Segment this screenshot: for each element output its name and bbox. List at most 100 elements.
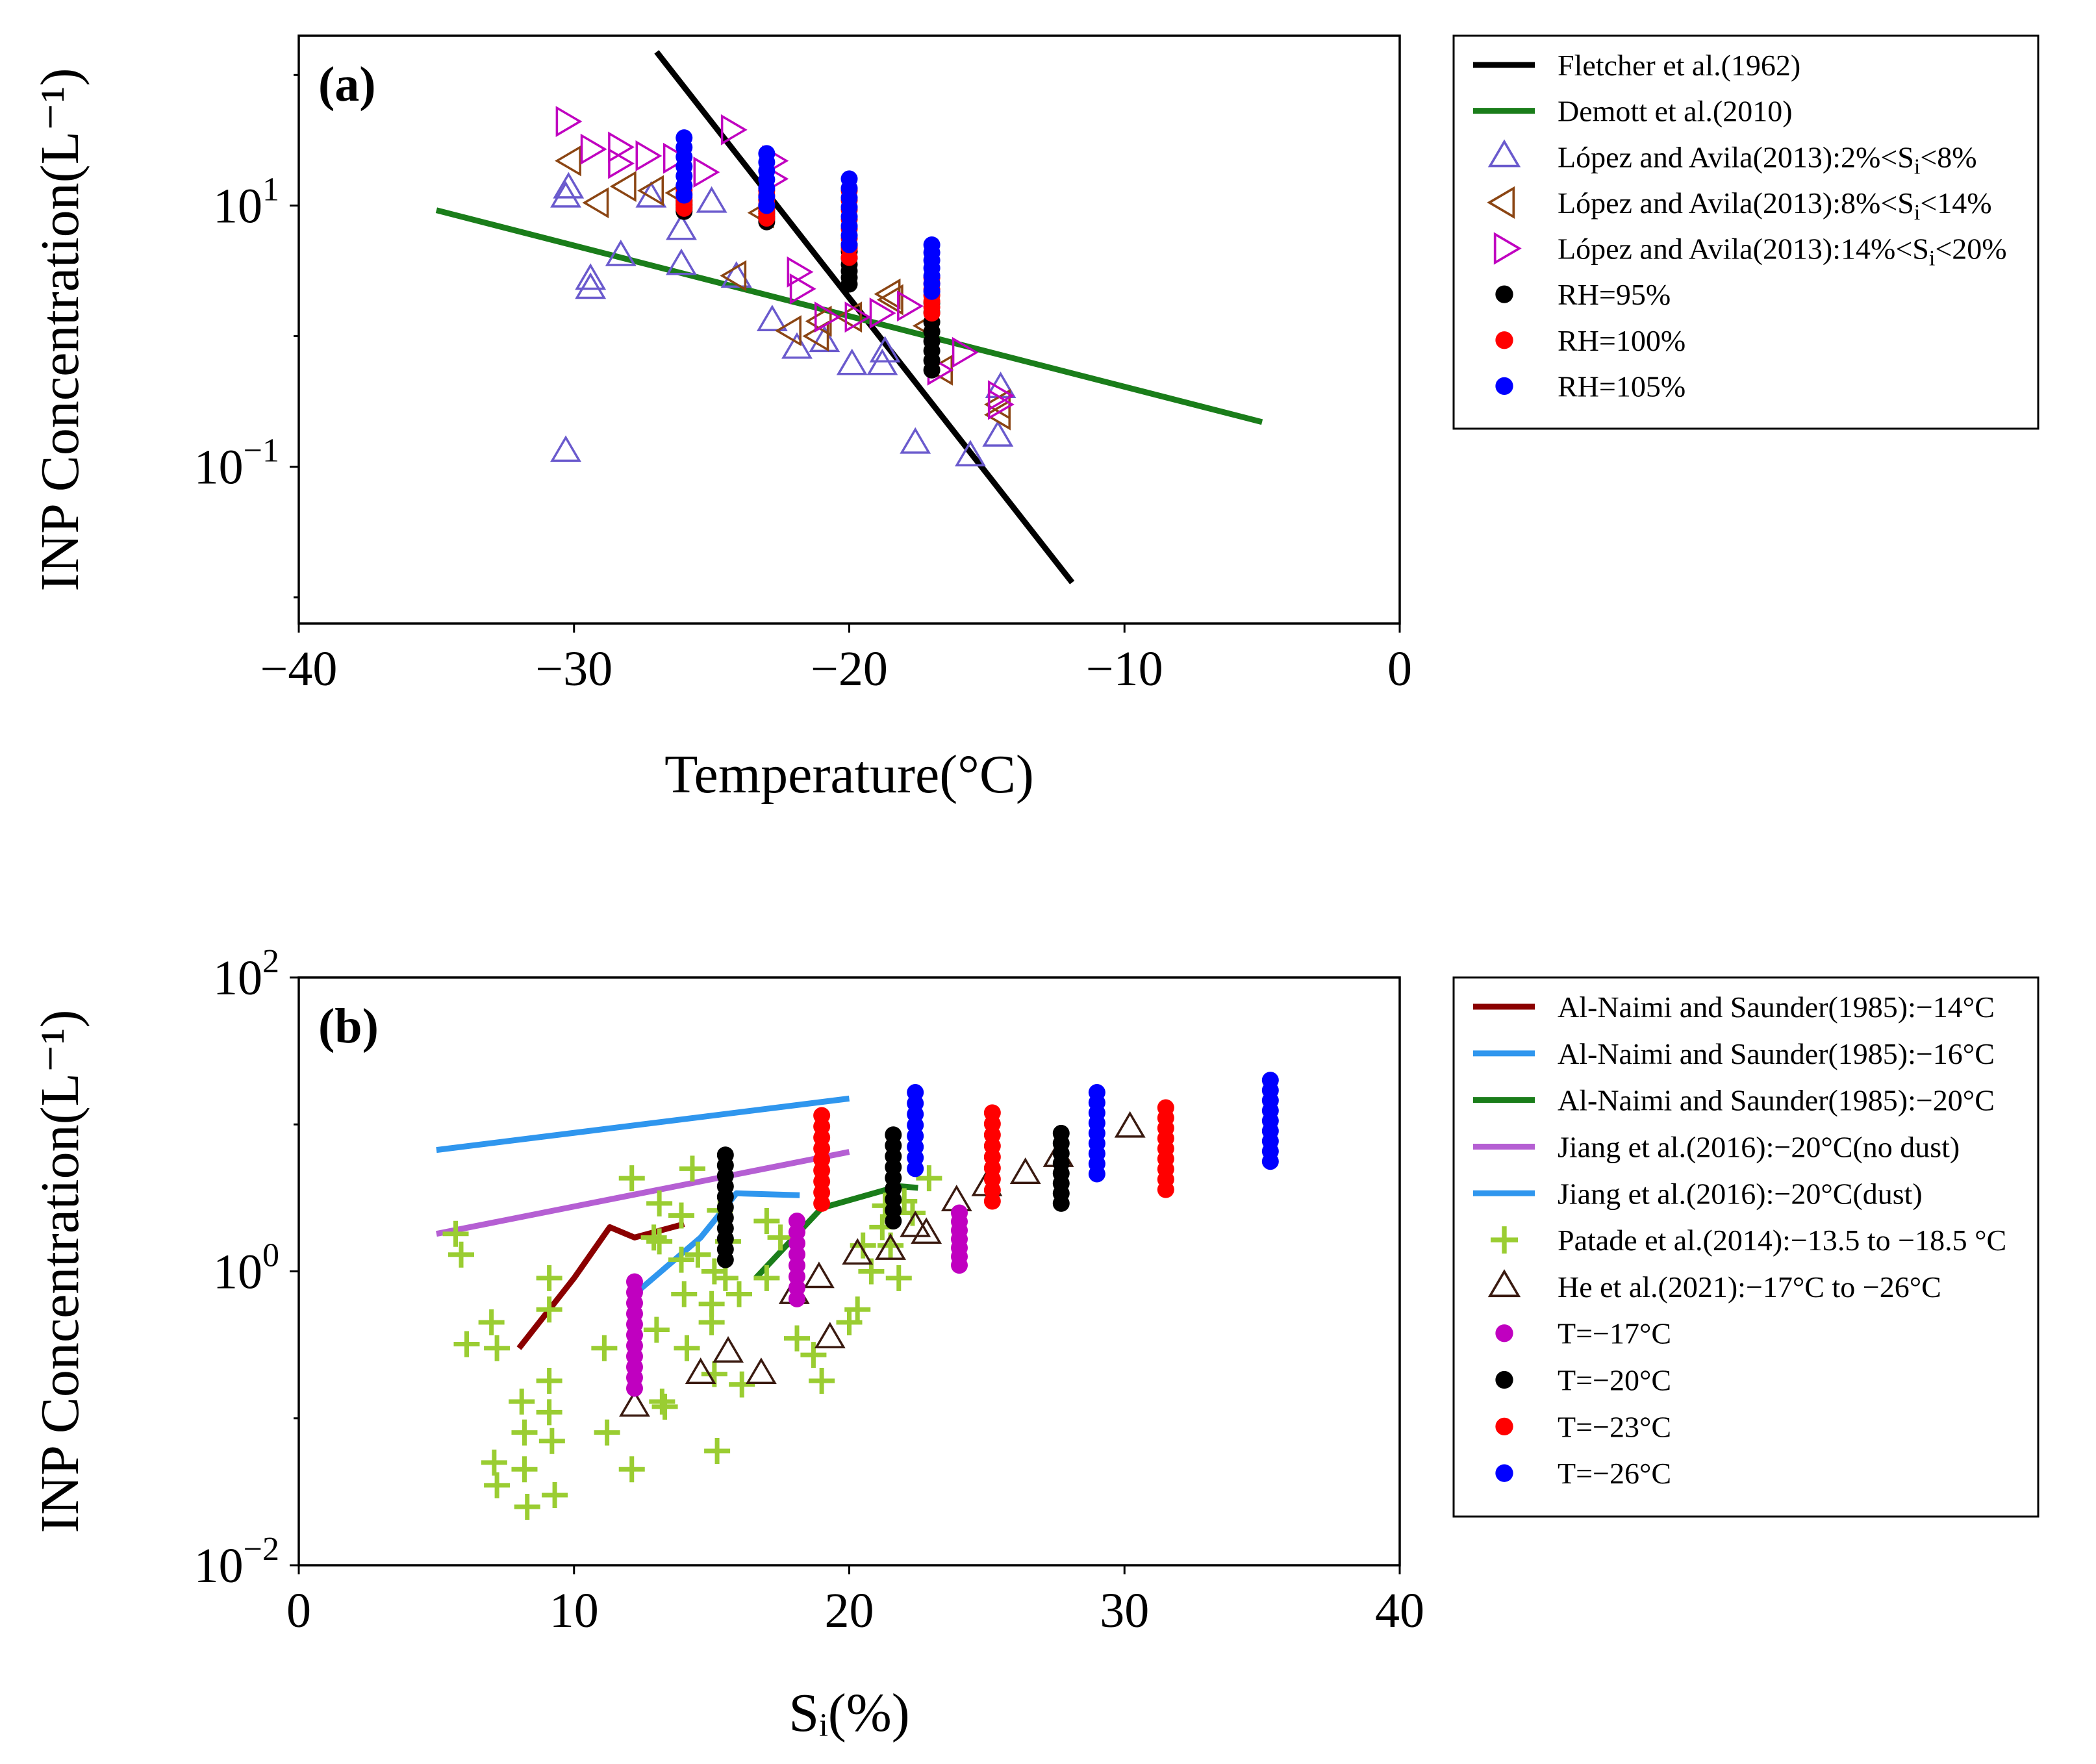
data-point <box>671 1281 698 1307</box>
y-tick-exponent: −2 <box>244 1531 279 1568</box>
panel-label: (a) <box>318 57 376 112</box>
data-point <box>809 1367 835 1394</box>
data-point <box>983 1104 1001 1122</box>
data-point <box>609 171 637 203</box>
y-tick-exponent: 0 <box>262 1237 279 1274</box>
legend-label: He et al.(2021):−17°C to −26°C <box>1558 1270 1941 1304</box>
data-point <box>726 1281 752 1307</box>
legend-label-subscript: i <box>1929 247 1935 271</box>
legend-label-text: Al-Naimi and Saunder(1985):−20°C <box>1558 1084 1995 1117</box>
legend-label: Demott et al.(2010) <box>1558 95 1793 128</box>
data-point <box>899 1200 926 1226</box>
data-point <box>536 1296 562 1323</box>
y-tick-label: 100 <box>213 1237 279 1300</box>
data-point <box>619 1390 650 1417</box>
data-point <box>666 213 697 240</box>
legend-item: Fletcher et al.(1962) <box>1473 49 1800 82</box>
legend-item: T=−23°C <box>1495 1410 1671 1443</box>
data-point <box>643 1317 670 1343</box>
data-point <box>813 1107 831 1124</box>
legend-item: Patade et al.(2014):−13.5 to −18.5 °C <box>1491 1224 2006 1257</box>
legend-marker <box>1495 1464 1513 1482</box>
data-point <box>536 1399 562 1426</box>
data-point <box>478 1309 505 1335</box>
plot-area <box>436 1072 1279 1520</box>
data-point <box>1009 1157 1041 1184</box>
legend-item: López and Avila(2013):14%<Si<20% <box>1493 232 2007 271</box>
legend-label: RH=100% <box>1558 324 1686 357</box>
data-point <box>712 1265 739 1291</box>
data-point <box>753 1265 780 1291</box>
legend-label-subscript: i <box>1914 155 1920 179</box>
data-point <box>876 284 903 316</box>
y-axis-title: INP Concentration(L⁻¹) <box>30 68 90 592</box>
data-point <box>835 301 863 333</box>
legend-label: T=−20°C <box>1558 1364 1671 1397</box>
data-point <box>575 263 607 290</box>
data-point <box>720 260 747 292</box>
data-point <box>550 435 581 462</box>
data-point <box>875 1233 907 1260</box>
y-tick-label: 101 <box>213 171 279 233</box>
data-point <box>869 297 896 329</box>
data-point <box>536 1367 562 1394</box>
legend-label: López and Avila(2013):14%<Si<20% <box>1558 233 2007 271</box>
data-point <box>553 171 585 199</box>
data-point <box>885 1126 902 1144</box>
legend-label: RH=105% <box>1558 370 1686 403</box>
data-point <box>685 1241 711 1268</box>
data-point <box>814 1322 846 1349</box>
legend-item: T=−20°C <box>1495 1364 1671 1397</box>
y-tick-base: 10 <box>194 440 244 495</box>
legend-label-text: López and Avila(2013):14%<S <box>1558 233 1929 266</box>
x-tick-label: 10 <box>549 1583 599 1638</box>
legend-label-text: López and Avila(2013):2%<S <box>1558 140 1914 173</box>
legend-label: Al-Naimi and Saunder(1985):−16°C <box>1558 1037 1995 1070</box>
data-point <box>814 301 841 333</box>
legend-label-text: Demott et al.(2010) <box>1558 95 1793 128</box>
data-point <box>951 1204 968 1222</box>
legend-item: Jiang et al.(2016):−20°C(dust) <box>1473 1177 1923 1210</box>
legend-label-text: T=−17°C <box>1558 1317 1671 1350</box>
data-point <box>716 1146 734 1164</box>
plot-area <box>435 50 1263 585</box>
data-point <box>635 140 663 171</box>
data-point <box>954 440 986 467</box>
data-point <box>982 420 1014 447</box>
legend-label-tail: <14% <box>1920 186 1991 220</box>
data-point <box>911 1217 942 1244</box>
data-point <box>538 1428 565 1454</box>
data-point <box>484 1472 511 1498</box>
series-line <box>516 1221 685 1350</box>
data-point <box>900 427 931 454</box>
legend-marker <box>1487 186 1515 220</box>
data-point <box>536 1265 562 1291</box>
legend-frame <box>1452 976 2039 1518</box>
data-point <box>745 1357 777 1385</box>
legend-label: Jiang et al.(2016):−20°C(no dust) <box>1558 1130 1960 1163</box>
data-point <box>1114 1111 1146 1138</box>
data-point <box>809 325 840 353</box>
legend-label: Patade et al.(2014):−13.5 to −18.5 °C <box>1558 1224 2006 1257</box>
legend-label: Fletcher et al.(1962) <box>1558 49 1800 82</box>
data-point <box>637 175 664 207</box>
data-point <box>605 239 637 266</box>
legend-label: T=−26°C <box>1558 1457 1671 1490</box>
y-tick-base: 10 <box>213 1245 262 1300</box>
data-point <box>900 1210 931 1237</box>
legend-label-text: Al-Naimi and Saunder(1985):−16°C <box>1558 1037 1995 1070</box>
legend-label-text: Jiang et al.(2016):−20°C(no dust) <box>1558 1130 1960 1163</box>
panel-label: (b) <box>318 999 379 1053</box>
data-point <box>668 1202 695 1229</box>
data-point <box>676 129 693 147</box>
legend-item: RH=100% <box>1495 324 1686 357</box>
data-point <box>842 1238 874 1265</box>
data-point <box>907 1084 924 1102</box>
y-axis-title: INP Concentration(L⁻¹) <box>30 1010 90 1533</box>
data-point <box>781 332 813 359</box>
x-tick-label: −10 <box>1086 642 1163 696</box>
data-point <box>787 256 814 288</box>
data-point <box>679 1155 705 1182</box>
legend-label-text: RH=100% <box>1558 324 1686 357</box>
